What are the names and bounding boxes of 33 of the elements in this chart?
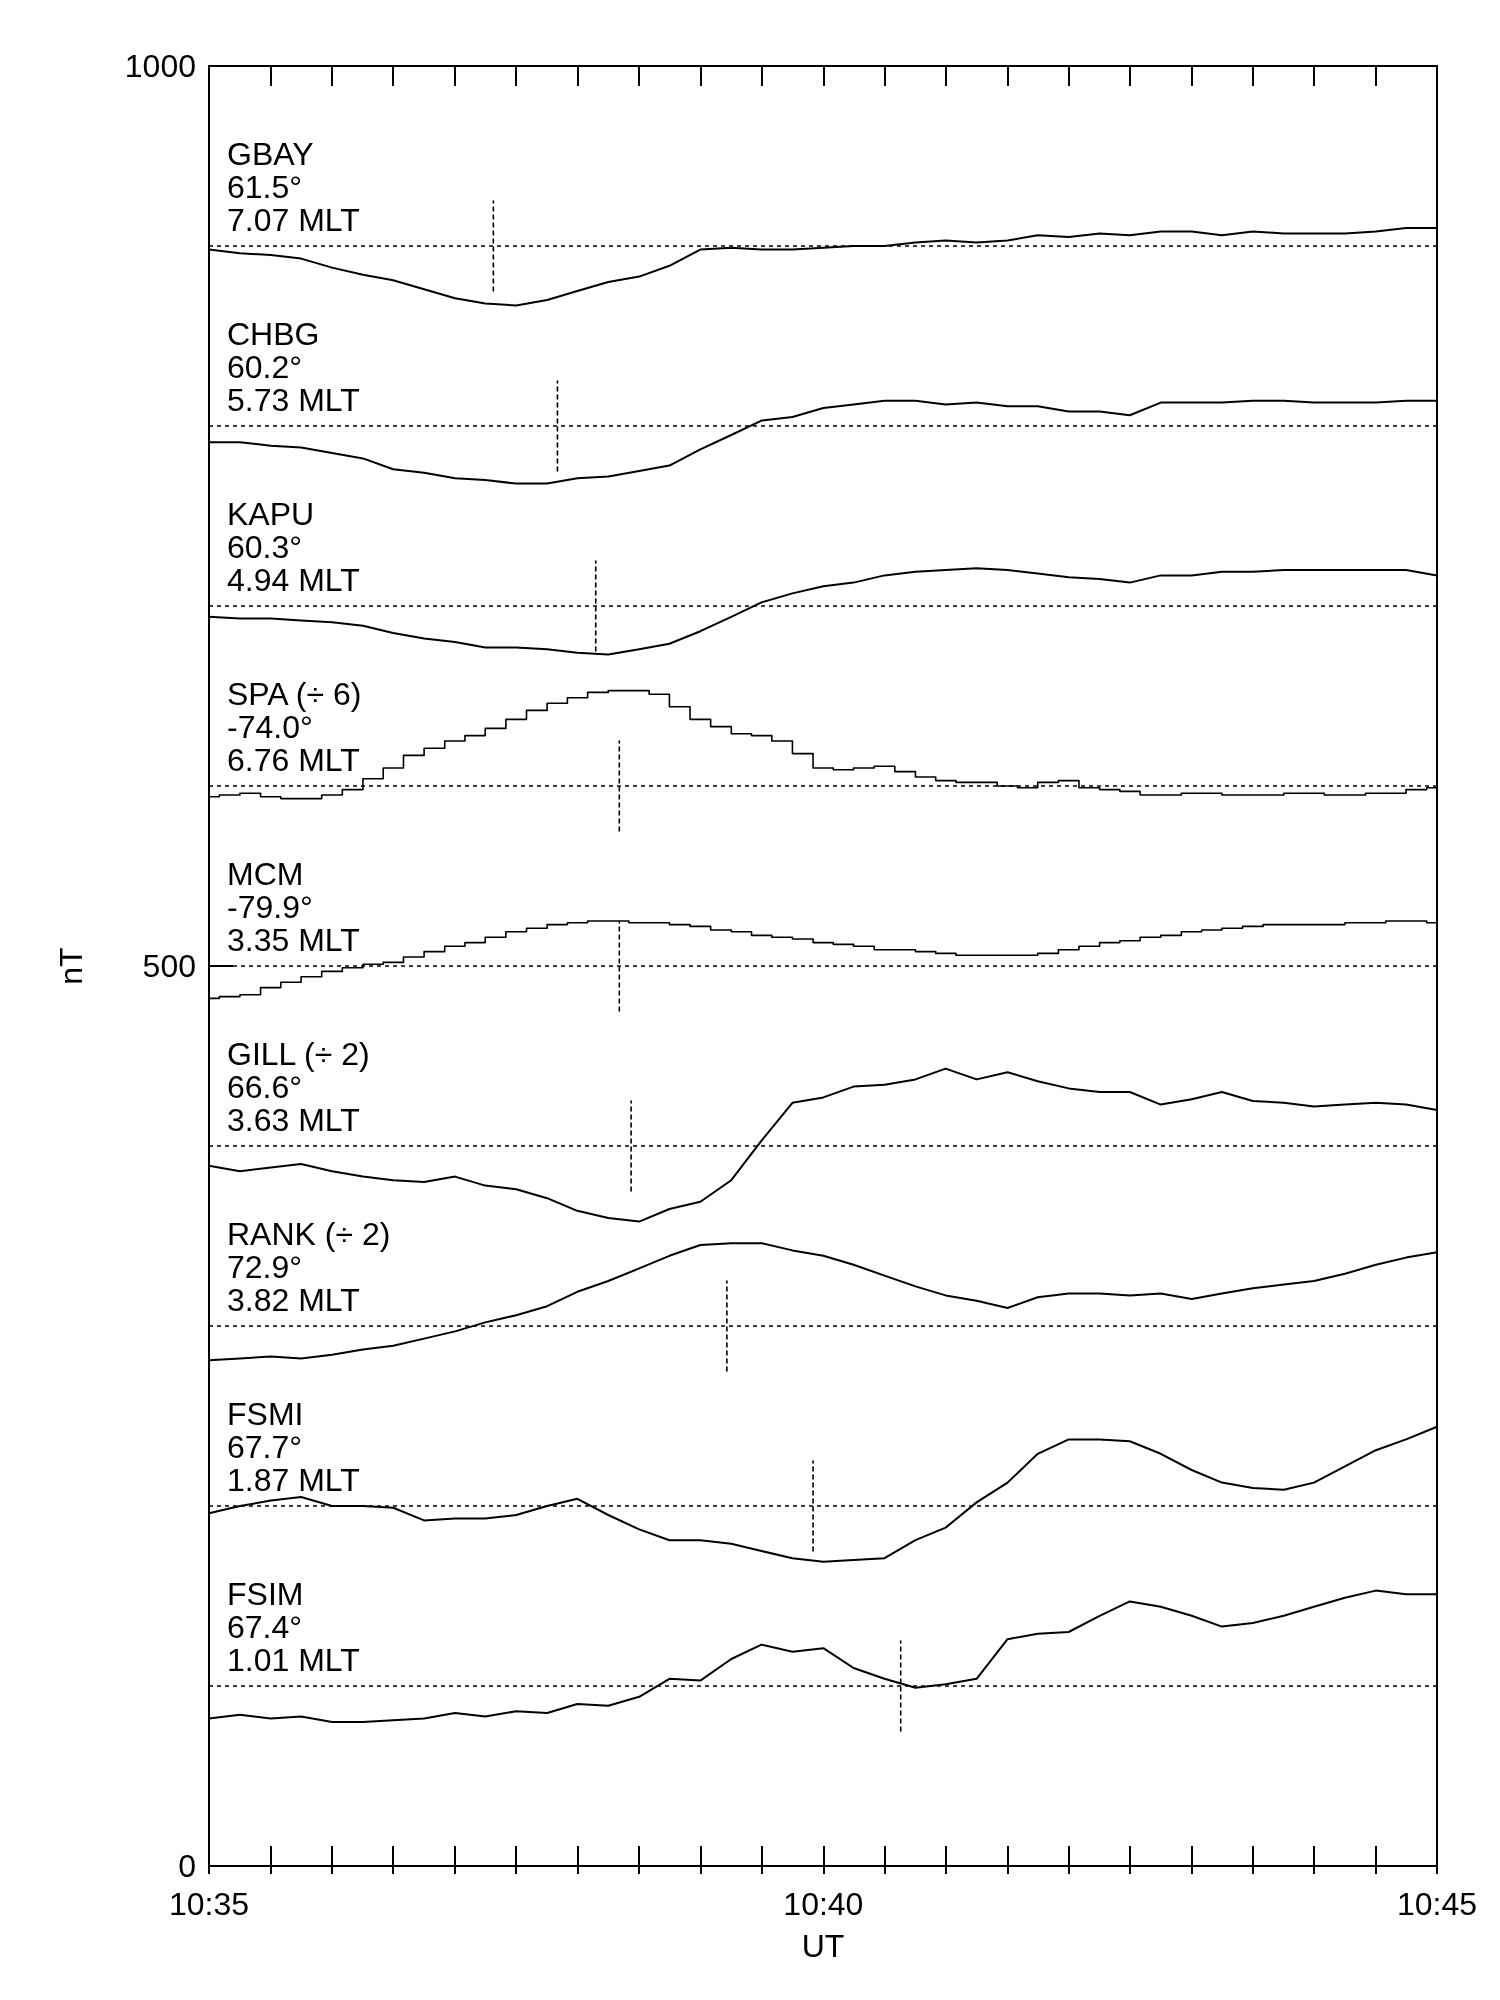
- annotation: 7.07 MLT: [227, 202, 360, 238]
- annotation: FSIM: [227, 1576, 304, 1612]
- y-tick-label: 0: [178, 1848, 196, 1884]
- x-tick-label: 10:35: [168, 1886, 250, 1922]
- annotation: GBAY: [227, 136, 314, 172]
- annotation: 67.4°: [227, 1609, 303, 1645]
- annotation: 6.76 MLT: [227, 742, 360, 778]
- y-tick-label: 500: [142, 948, 196, 984]
- annotation: 61.5°: [227, 169, 303, 205]
- annotation: 4.94 MLT: [227, 562, 360, 598]
- x-tick-label: 10:40: [783, 1886, 864, 1922]
- annotation: CHBG: [227, 316, 320, 352]
- annotation: GILL (÷ 2): [227, 1036, 370, 1072]
- annotation: 60.3°: [227, 529, 303, 565]
- annotation: 66.6°: [227, 1069, 303, 1105]
- annotation: -79.9°: [227, 889, 313, 925]
- x-tick-label: 10:45: [1396, 1886, 1478, 1922]
- annotation: RANK (÷ 2): [227, 1216, 391, 1252]
- annotation: FSMI: [227, 1396, 304, 1432]
- y-axis-title: nT: [53, 947, 89, 985]
- annotation: 60.2°: [227, 349, 303, 385]
- annotation: 1.87 MLT: [227, 1462, 360, 1498]
- annotation: 72.9°: [227, 1249, 303, 1285]
- x-axis-title: UT: [801, 1928, 845, 1964]
- annotation: 1.01 MLT: [227, 1642, 360, 1678]
- annotation: MCM: [227, 856, 304, 892]
- annotation: 3.63 MLT: [227, 1102, 360, 1138]
- y-tick-label: 1000: [124, 48, 196, 84]
- annotation: 5.73 MLT: [227, 382, 360, 418]
- annotation: KAPU: [227, 496, 315, 532]
- annotation: 3.35 MLT: [227, 922, 360, 958]
- annotation: 3.82 MLT: [227, 1282, 360, 1318]
- annotation: 67.7°: [227, 1429, 303, 1465]
